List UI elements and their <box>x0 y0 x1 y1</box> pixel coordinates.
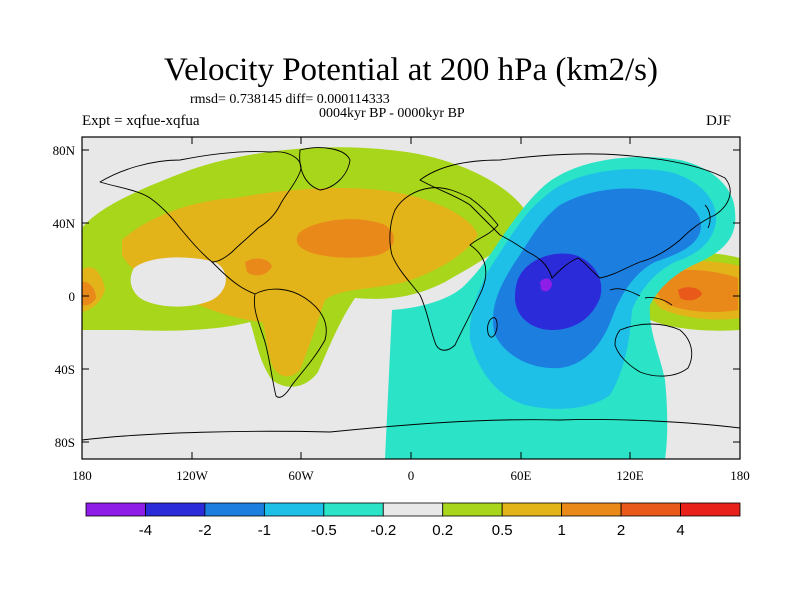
lat-label: 40N <box>53 216 76 231</box>
colorbar-swatch <box>620 502 681 517</box>
lon-label: 60E <box>511 468 532 483</box>
period-subtitle: 0004kyr BP - 0000kyr BP <box>319 106 465 121</box>
colorbar-swatch <box>85 502 146 517</box>
lat-label: 40S <box>55 362 75 377</box>
colorbar-label: -4 <box>139 522 152 539</box>
lon-label: 60W <box>288 468 314 483</box>
colorbar-label: 2 <box>617 522 625 539</box>
lat-label: 80S <box>55 435 75 450</box>
lon-label: 120E <box>616 468 644 483</box>
colorbar-swatch <box>382 502 444 517</box>
colorbar-label: 4 <box>676 522 684 539</box>
map-title: Velocity Potential at 200 hPa (km2/s) <box>163 52 659 88</box>
colorbar-swatch <box>680 502 741 517</box>
lon-label: 120W <box>176 468 209 483</box>
colorbar-swatch <box>501 502 563 517</box>
stats-line: rmsd= 0.738145 diff= 0.000114333 <box>190 92 390 107</box>
colorbar-swatch <box>145 502 206 517</box>
neutral-hole-pacific <box>130 257 226 307</box>
map-panel <box>82 137 740 459</box>
lon-label: 0 <box>408 468 415 483</box>
season-label: DJF <box>706 113 732 129</box>
negative-peak <box>540 278 552 292</box>
negative-core <box>515 253 602 330</box>
colorbar-label: 1 <box>557 522 565 539</box>
east-atlantic-max <box>82 281 96 306</box>
colorbar-label: -1 <box>258 522 271 539</box>
colorbar-label: -0.2 <box>370 522 396 539</box>
coastlines <box>82 147 740 441</box>
colorbar-swatch <box>204 502 265 517</box>
colorbar-swatch <box>323 502 384 517</box>
colorbar-swatch <box>561 502 622 517</box>
colorbar-swatch <box>442 502 503 517</box>
lat-label: 80N <box>53 143 76 158</box>
atlantic-max <box>296 219 394 258</box>
colorbar-swatch <box>263 502 325 517</box>
pacific-peak <box>678 287 702 301</box>
axis-ticks <box>81 137 741 459</box>
lat-label: 0 <box>69 289 76 304</box>
colorbar-label: -0.5 <box>311 522 337 539</box>
colorbar: -4 -2 -1 -0.5 -0.2 0.2 0.5 1 2 4 <box>85 502 741 539</box>
colorbar-label: 0.5 <box>492 522 513 539</box>
lon-label: 180 <box>72 468 92 483</box>
colorbar-label: 0.2 <box>432 522 453 539</box>
experiment-label: Expt = xqfue-xqfua <box>82 113 200 129</box>
colorbar-label: -2 <box>198 522 211 539</box>
caribbean-max <box>245 258 272 276</box>
lon-label: 180 <box>730 468 750 483</box>
